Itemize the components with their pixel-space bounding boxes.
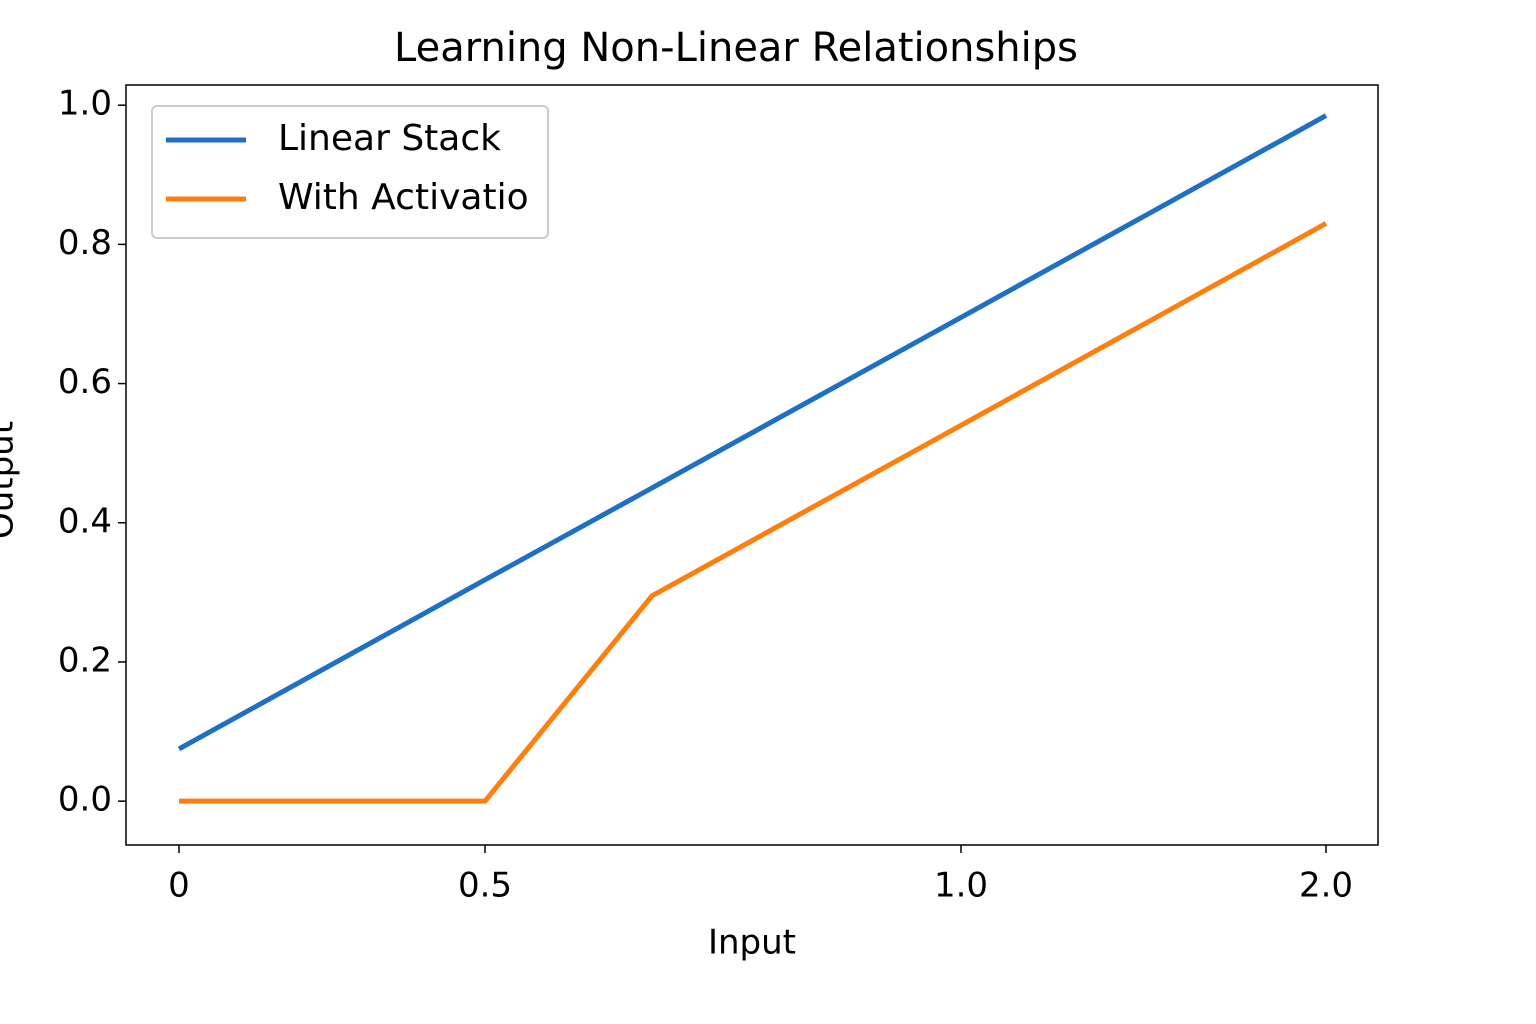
x-axis-label: Input: [708, 923, 796, 963]
y-tick-label: 0.0: [58, 780, 112, 820]
series-line: [179, 221, 1328, 804]
series-line: [177, 113, 1328, 752]
legend-label: Linear Stack: [278, 118, 501, 159]
x-tick-label: 0.5: [458, 866, 512, 906]
x-tick-label: 2.0: [1299, 866, 1353, 906]
legend-label: With Activatio: [278, 177, 529, 218]
y-tick-label: 1.0: [58, 84, 112, 124]
y-axis-label: Output: [0, 421, 22, 539]
y-tick-label: 0.2: [58, 640, 112, 680]
y-tick-label: 0.4: [58, 501, 112, 541]
y-tick-label: 0.6: [58, 362, 112, 402]
y-tick-label: 0.8: [58, 223, 112, 263]
x-tick-label: 1.0: [934, 866, 988, 906]
plot-frame: [125, 84, 1379, 846]
legend-box: [151, 105, 549, 239]
x-tick-label: 0: [168, 866, 190, 906]
chart-title: Learning Non-Linear Relationships: [394, 25, 1078, 71]
